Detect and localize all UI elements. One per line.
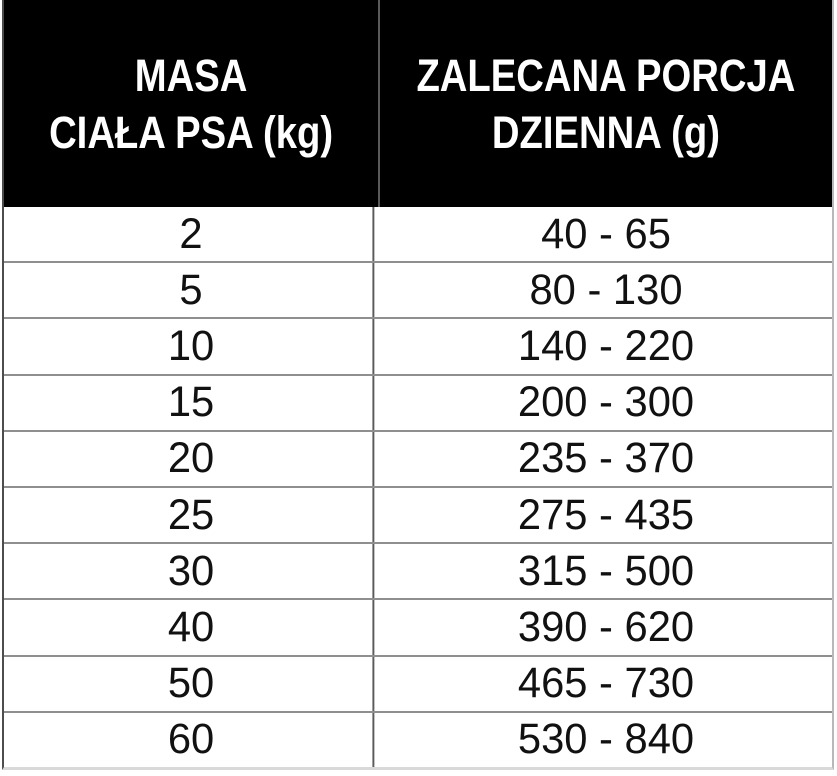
table-row: 50 465 - 730 bbox=[4, 654, 832, 711]
portion-cell: 465 - 730 bbox=[517, 659, 695, 708]
mass-cell: 30 bbox=[10, 544, 375, 599]
table-row: 30 315 - 500 bbox=[4, 542, 832, 599]
table-row: 15 200 - 300 bbox=[4, 373, 832, 430]
header-mass-line1: MASA bbox=[134, 49, 248, 101]
mass-cell: 25 bbox=[10, 488, 375, 543]
header-portion-line1: ZALECANA PORCJA bbox=[416, 49, 796, 101]
mass-cell: 10 bbox=[10, 319, 375, 374]
portion-cell: 140 - 220 bbox=[517, 322, 695, 370]
mass-cell: 2 bbox=[10, 207, 375, 262]
portion-cell: 315 - 500 bbox=[517, 546, 695, 595]
header-mass-line2: CIAŁA PSA (kg) bbox=[48, 106, 334, 158]
table-row: 2 40 - 65 bbox=[4, 207, 832, 262]
table-body: 2 40 - 65 5 80 - 130 10 140 - 220 15 200… bbox=[4, 207, 832, 768]
portion-cell: 235 - 370 bbox=[517, 434, 695, 483]
table-row: 10 140 - 220 bbox=[4, 317, 832, 374]
header-cell-mass: MASA CIAŁA PSA (kg) bbox=[4, 0, 380, 207]
portion-cell: 40 - 65 bbox=[541, 209, 671, 258]
table-header: MASA CIAŁA PSA (kg) ZALECANA PORCJA DZIE… bbox=[4, 0, 832, 207]
mass-cell: 60 bbox=[10, 712, 375, 768]
header-cell-portion: ZALECANA PORCJA DZIENNA (g) bbox=[380, 0, 832, 207]
portion-cell: 275 - 435 bbox=[517, 490, 695, 539]
table-row: 40 390 - 620 bbox=[4, 598, 832, 655]
header-portion-line2: DZIENNA (g) bbox=[491, 106, 721, 158]
table-row: 20 235 - 370 bbox=[4, 429, 832, 487]
mass-cell: 20 bbox=[10, 431, 375, 487]
table-row: 25 275 - 435 bbox=[4, 486, 832, 543]
table-row: 5 80 - 130 bbox=[4, 261, 832, 318]
mass-cell: 15 bbox=[10, 375, 375, 430]
mass-cell: 40 bbox=[10, 600, 375, 655]
portion-cell: 530 - 840 bbox=[517, 715, 695, 764]
mass-cell: 5 bbox=[10, 263, 375, 318]
portion-cell: 390 - 620 bbox=[517, 603, 695, 652]
table-row: 60 530 - 840 bbox=[4, 710, 832, 768]
portion-cell: 80 - 130 bbox=[529, 265, 683, 314]
mass-cell: 50 bbox=[10, 656, 375, 711]
header-mass-text: MASA CIAŁA PSA (kg) bbox=[49, 47, 333, 161]
header-portion-text: ZALECANA PORCJA DZIENNA (g) bbox=[417, 47, 796, 161]
portion-cell: 200 - 300 bbox=[517, 378, 695, 427]
